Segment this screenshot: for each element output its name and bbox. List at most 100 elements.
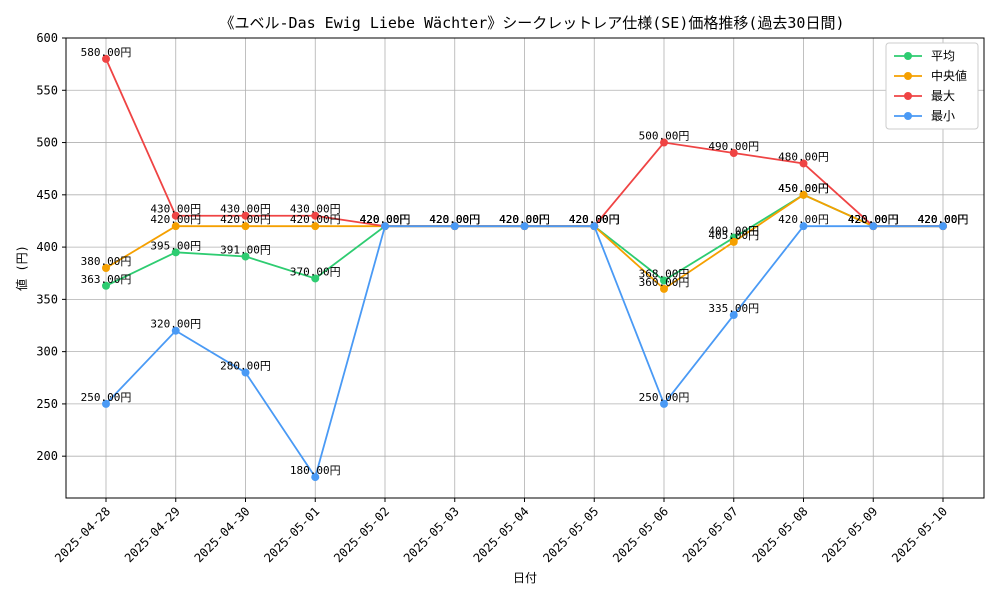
data-label: 430.00円 (150, 203, 201, 216)
data-label: 420.00円 (569, 213, 620, 226)
data-label: 420.00円 (220, 213, 271, 226)
x-tick-label: 2025-05-03 (401, 504, 462, 565)
data-point (729, 311, 738, 320)
data-point (799, 190, 808, 199)
data-point (660, 284, 668, 293)
data-label: 363.00円 (81, 273, 132, 286)
data-label: 360.00円 (639, 276, 690, 289)
data-point (660, 138, 668, 147)
data-point (450, 222, 459, 231)
data-point (799, 159, 808, 168)
data-point (869, 222, 878, 231)
data-point (171, 326, 180, 335)
data-label: 420.00円 (360, 213, 411, 226)
data-label: 420.00円 (848, 213, 899, 226)
data-point (241, 368, 250, 377)
data-label: 420.00円 (429, 213, 480, 226)
data-point (381, 222, 389, 231)
data-label: 335.00円 (708, 302, 759, 315)
data-point (241, 252, 250, 261)
legend-marker (904, 72, 912, 80)
data-point (729, 237, 738, 246)
plot-area-frame (65, 37, 985, 499)
data-label: 420.00円 (429, 213, 480, 226)
legend-marker (904, 92, 912, 100)
y-axis-label: 値 (円) (14, 245, 29, 291)
data-point (241, 211, 250, 220)
data-label: 420.00円 (360, 213, 411, 226)
y-tick-label: 250 (36, 397, 58, 411)
data-label: 420.00円 (918, 213, 969, 226)
x-tick-label: 2025-05-05 (540, 504, 601, 565)
data-label: 480.00円 (778, 150, 829, 163)
data-label: 405.00円 (708, 229, 759, 242)
data-point (799, 222, 808, 231)
data-label: 420.00円 (150, 213, 201, 226)
data-point (660, 399, 668, 408)
y-axis: 200 250 300 350 400 450 500 550 600 (36, 31, 66, 463)
data-label: 420.00円 (918, 213, 969, 226)
x-axis: 2025-04-28 2025-04-29 2025-04-30 2025-05-01… (52, 498, 950, 565)
data-point (102, 281, 110, 290)
x-tick-label: 2025-05-01 (261, 504, 322, 565)
y-tick-label: 200 (36, 449, 58, 463)
data-label: 450.00円 (778, 182, 829, 195)
data-label: 420.00円 (848, 213, 899, 226)
data-label: 420.00円 (499, 213, 550, 226)
grid (66, 37, 984, 498)
series-group (102, 54, 947, 482)
data-point (102, 399, 110, 408)
x-tick-label: 2025-05-02 (331, 504, 392, 565)
legend-box (885, 42, 979, 130)
y-tick-label: 500 (36, 136, 58, 150)
x-tick-label: 2025-05-04 (471, 504, 532, 565)
data-label: 420.00円 (848, 213, 899, 226)
data-label: 420.00円 (360, 213, 411, 226)
data-label: 368.00円 (639, 268, 690, 281)
x-tick-label: 2025-05-08 (750, 504, 811, 565)
data-label: 420.00円 (360, 213, 411, 226)
data-label: 500.00円 (639, 130, 690, 143)
y-tick-label: 400 (36, 240, 58, 254)
data-label: 420.00円 (429, 213, 480, 226)
data-point (241, 222, 250, 231)
data-point (939, 222, 947, 231)
legend-label: 中央値 (931, 68, 967, 83)
x-axis-label: 日付 (513, 571, 537, 585)
data-label: 420.00円 (918, 213, 969, 226)
data-label: 420.00円 (499, 213, 550, 226)
series-3 (102, 222, 947, 482)
x-tick-label: 2025-04-30 (192, 504, 253, 565)
data-label: 420.00円 (778, 213, 829, 226)
data-point (102, 54, 110, 63)
data-label: 280.00円 (220, 360, 271, 373)
data-point (171, 222, 180, 231)
data-label: 490.00円 (708, 140, 759, 153)
data-label: 420.00円 (569, 213, 620, 226)
x-tick-label: 2025-05-09 (819, 504, 880, 565)
legend-label: 最小 (931, 109, 955, 123)
data-label: 420.00円 (848, 213, 899, 226)
y-tick-label: 300 (36, 345, 58, 359)
data-label: 420.00円 (569, 213, 620, 226)
data-label: 430.00円 (220, 203, 271, 216)
data-label: 420.00円 (499, 213, 550, 226)
data-label: 180.00円 (290, 464, 341, 477)
data-label: 250.00円 (639, 391, 690, 404)
data-label: 380.00円 (81, 255, 132, 268)
x-tick-label: 2025-05-10 (889, 504, 950, 565)
data-point (590, 222, 599, 231)
y-tick-label: 450 (36, 188, 58, 202)
data-point (171, 211, 180, 220)
data-point (520, 222, 529, 231)
data-label: 420.00円 (429, 213, 480, 226)
legend-label: 最大 (931, 89, 955, 103)
data-label: 391.00円 (220, 244, 271, 257)
data-point (171, 248, 180, 257)
data-label: 395.00円 (150, 239, 201, 252)
data-label: 320.00円 (150, 318, 201, 331)
x-tick-label: 2025-04-28 (52, 504, 113, 565)
data-labels-group: 363.00円 395.00円 391.00円 370.00円 420.00円 420.0… (81, 46, 969, 477)
